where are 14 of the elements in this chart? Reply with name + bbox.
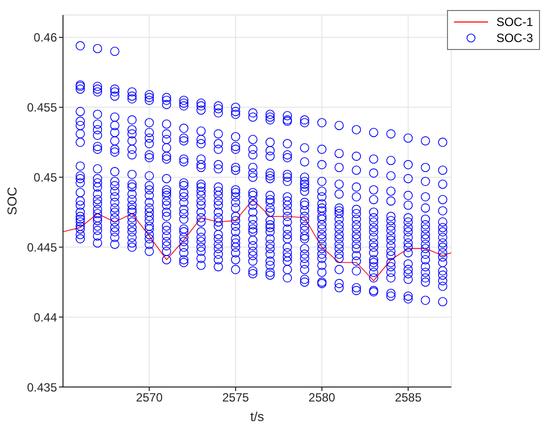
y-axis-title: SOC	[4, 186, 20, 216]
x-tick-label: 2575	[222, 390, 250, 405]
x-tick-label: 2585	[394, 390, 422, 405]
x-tick-label: 2580	[308, 390, 336, 405]
y-tick-label: 0.44	[34, 310, 58, 324]
y-tick-label: 0.45	[34, 170, 58, 184]
y-tick-label: 0.435	[26, 380, 58, 394]
y-tick-label: 0.46	[34, 30, 58, 45]
y-tick-label: 0.455	[26, 100, 58, 115]
legend-label: SOC-1	[496, 14, 533, 30]
x-axis-title: t/s	[250, 409, 265, 424]
x-tick-label: 2570	[136, 390, 163, 405]
y-tick-label: 0.445	[26, 240, 58, 254]
legend-label: SOC-3	[496, 30, 533, 46]
